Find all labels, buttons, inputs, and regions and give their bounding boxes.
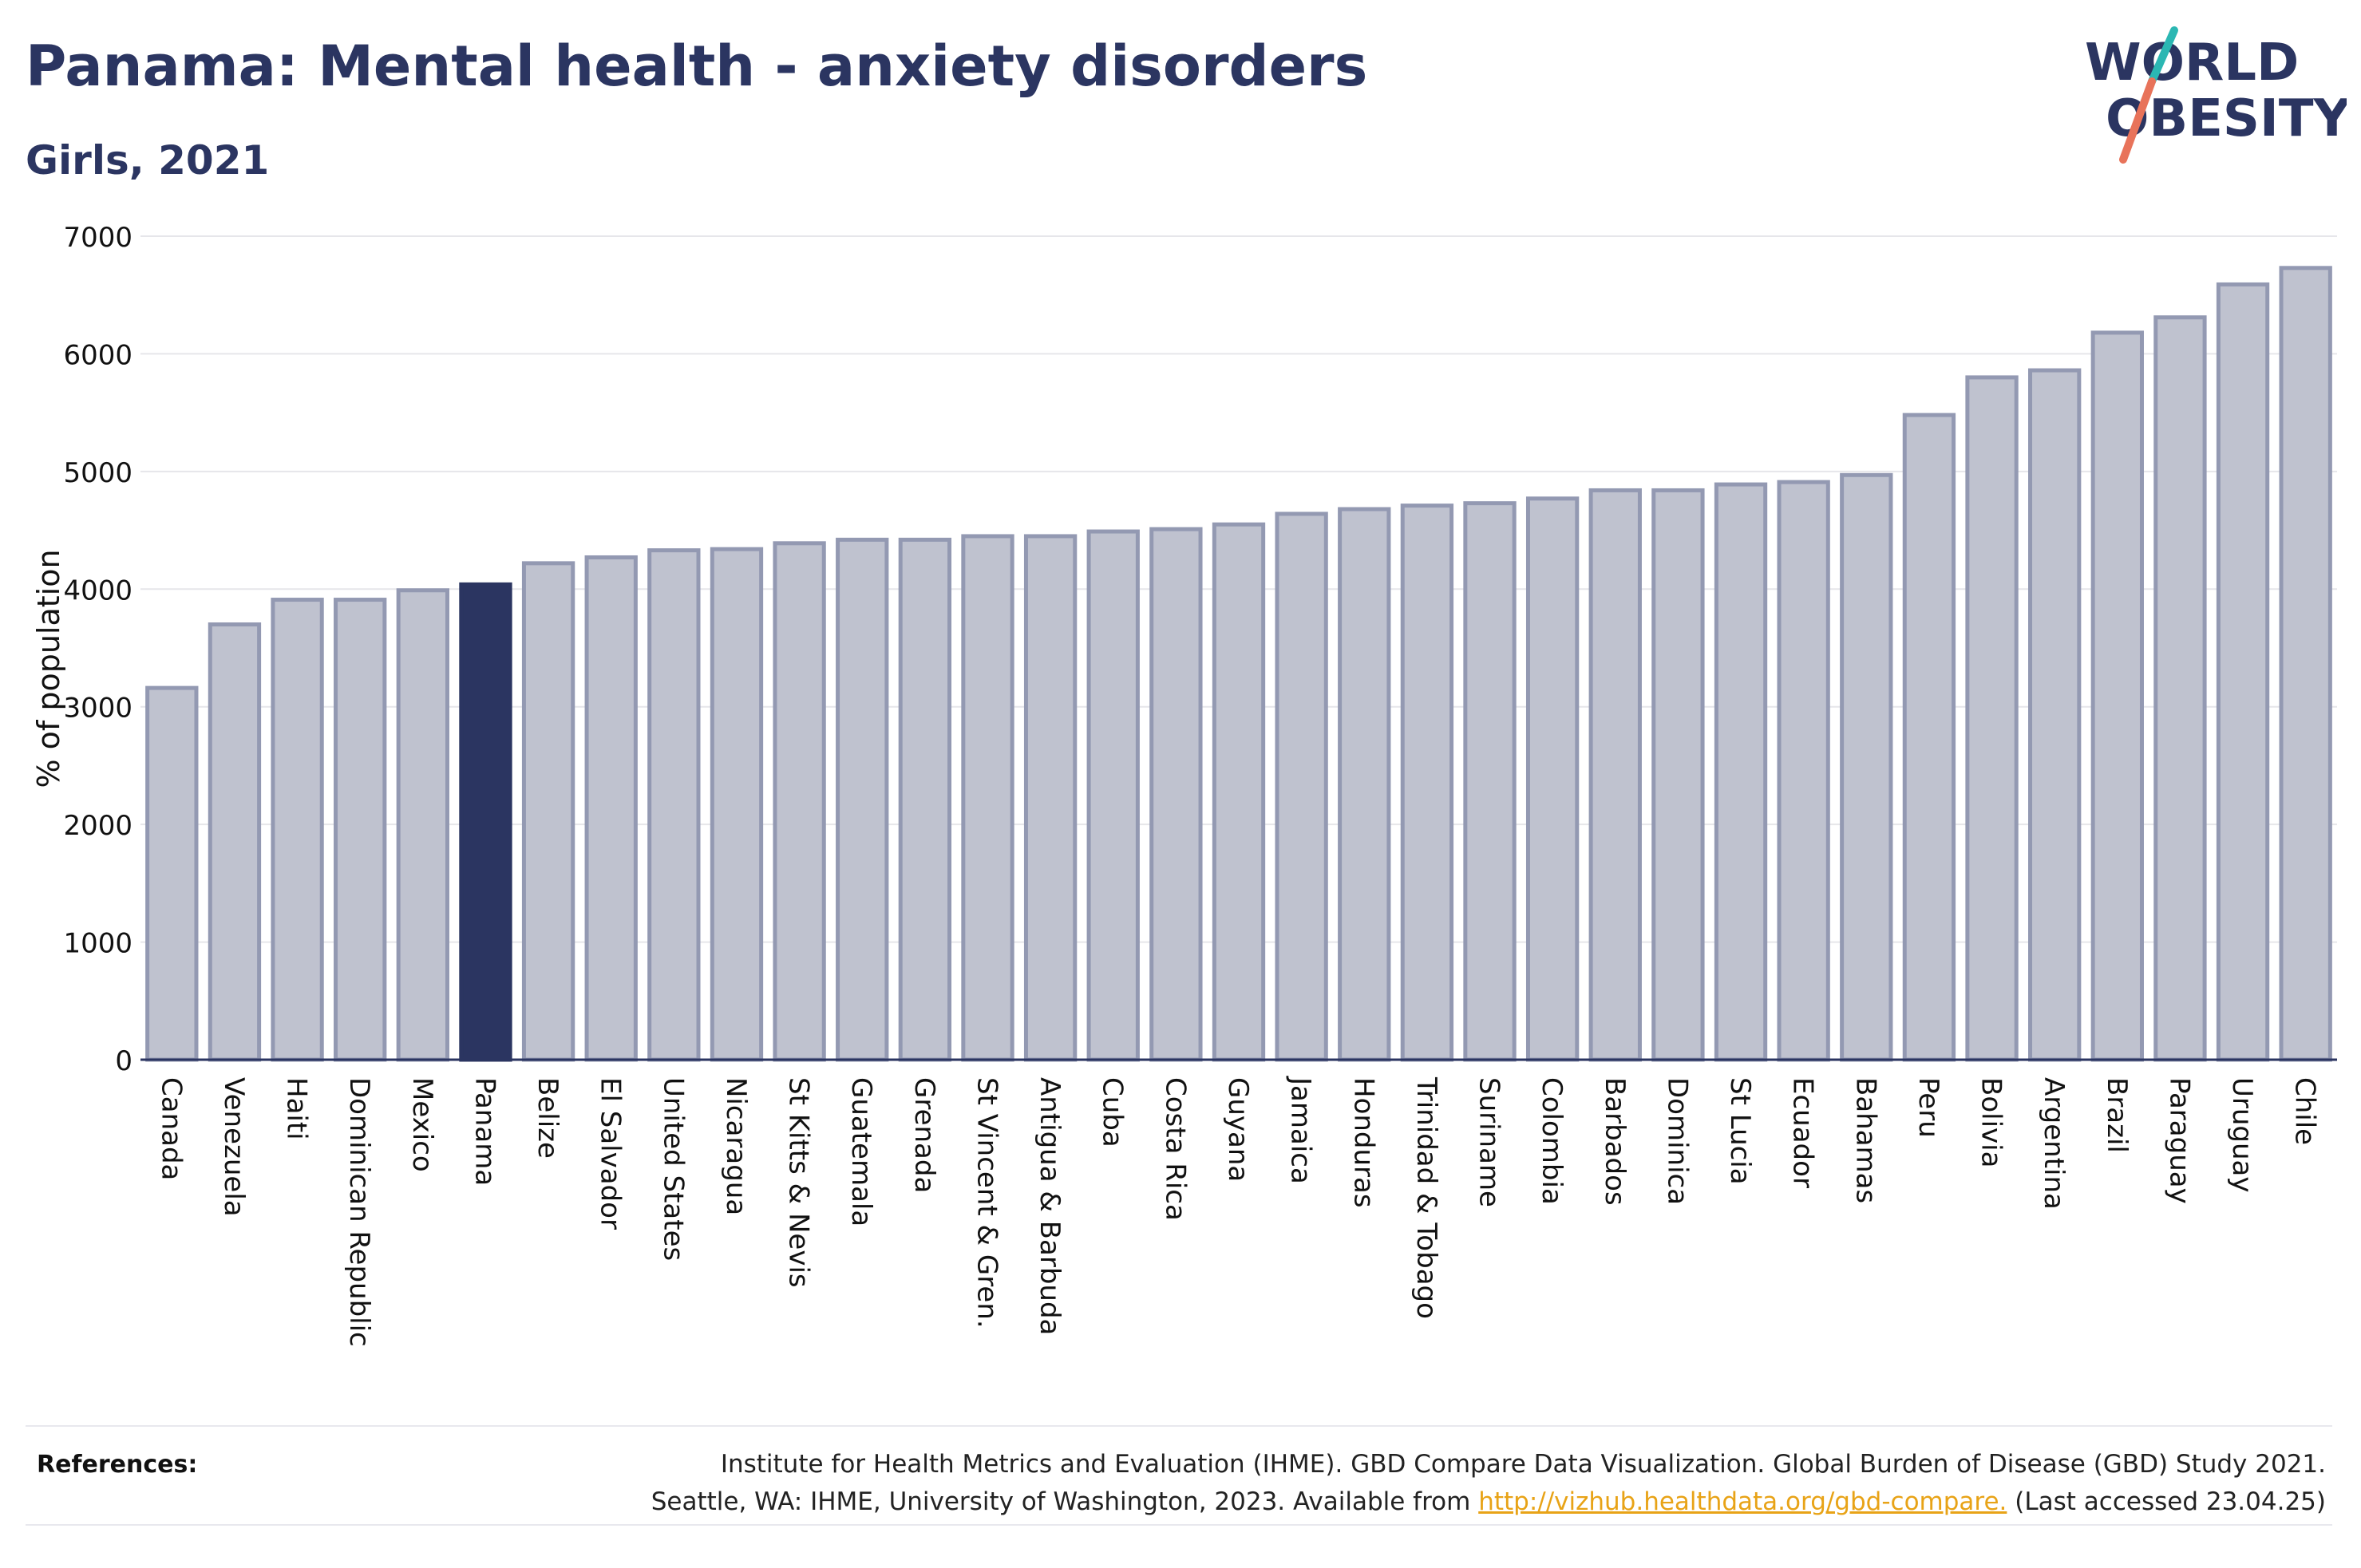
- references-line2: Seattle, WA: IHME, University of Washing…: [490, 1483, 2326, 1521]
- references-line1: Institute for Health Metrics and Evaluat…: [720, 1450, 2326, 1479]
- bar-united-states: [647, 548, 701, 1062]
- x-tick-label: Panama: [469, 1077, 500, 1186]
- bar-cuba: [1086, 529, 1140, 1062]
- bar-mexico: [396, 588, 449, 1062]
- references-text: Institute for Health Metrics and Evaluat…: [490, 1446, 2326, 1521]
- x-tick-label: Grenada: [908, 1077, 940, 1193]
- bar-paraguay: [2153, 315, 2207, 1062]
- bar-panama: [459, 582, 512, 1062]
- bar-argentina: [2028, 368, 2082, 1062]
- references-line2-suffix: (Last accessed 23.04.25): [2007, 1487, 2326, 1516]
- bar-honduras: [1338, 507, 1391, 1062]
- bar-brazil: [2090, 330, 2144, 1062]
- bar-ecuador: [1777, 480, 1830, 1062]
- y-tick-label: 6000: [63, 339, 132, 371]
- bar-st-kitts-nevis: [773, 541, 826, 1062]
- x-tick-label: Antigua & Barbuda: [1034, 1077, 1066, 1335]
- y-axis-ticks: 0 1000 2000 3000 4000 5000 6000 7000: [63, 222, 132, 1077]
- x-tick-label: St Vincent & Gren.: [971, 1077, 1003, 1329]
- x-tick-label: Venezuela: [218, 1077, 250, 1217]
- bar-grenada: [898, 537, 952, 1062]
- bar-uruguay: [2216, 282, 2270, 1062]
- x-tick-label: Canada: [155, 1077, 187, 1180]
- bar-costa-rica: [1149, 527, 1203, 1062]
- bar-nicaragua: [710, 547, 764, 1062]
- logo-slash-teal: [2148, 26, 2178, 85]
- x-tick-label: United States: [657, 1077, 689, 1261]
- references-bottom-rule: [26, 1524, 2332, 1526]
- logo-slash-coral: [2119, 77, 2156, 164]
- bar-trinidad-tobago: [1400, 504, 1454, 1062]
- references-top-rule: [26, 1425, 2332, 1427]
- bar-jamaica: [1275, 511, 1328, 1062]
- logo-line1: WORLD: [2085, 34, 2299, 93]
- references-line2-prefix: Seattle, WA: IHME, University of Washing…: [651, 1487, 1479, 1516]
- bar-peru: [1902, 413, 1956, 1062]
- x-tick-label: Chile: [2289, 1077, 2321, 1145]
- world-obesity-logo: WORLD OBESITY: [2085, 26, 2347, 164]
- x-tick-label: Cuba: [1097, 1077, 1129, 1147]
- x-tick-label: Ecuador: [1787, 1077, 1819, 1188]
- y-tick-label: 1000: [63, 928, 132, 960]
- x-tick-label: El Salvador: [595, 1077, 627, 1230]
- x-tick-label: Dominican Republic: [343, 1077, 375, 1347]
- x-tick-label: Bolivia: [1975, 1077, 2007, 1167]
- bar-st-vincent-gren: [961, 534, 1014, 1062]
- bar-bolivia: [1965, 375, 2019, 1062]
- x-tick-label: Dominica: [1661, 1077, 1693, 1205]
- x-tick-label: Barbados: [1599, 1077, 1631, 1206]
- bars: [145, 266, 2332, 1062]
- bar-canada: [145, 685, 199, 1062]
- x-tick-label: Jamaica: [1285, 1076, 1317, 1184]
- x-tick-label: Honduras: [1347, 1077, 1379, 1208]
- bar-suriname: [1463, 501, 1517, 1062]
- y-tick-label: 7000: [63, 222, 132, 254]
- x-tick-label: Paraguay: [2163, 1077, 2195, 1204]
- x-tick-label: Guyana: [1222, 1077, 1254, 1182]
- y-tick-label: 3000: [63, 693, 132, 725]
- bar-guyana: [1212, 522, 1266, 1062]
- x-tick-label: Mexico: [406, 1077, 438, 1172]
- bar-haiti: [271, 598, 324, 1062]
- bar-venezuela: [208, 622, 262, 1062]
- chart-subtitle: Girls, 2021: [26, 137, 270, 184]
- bar-belize: [521, 561, 575, 1062]
- x-tick-label: Uruguay: [2226, 1077, 2258, 1193]
- x-tick-label: Costa Rica: [1159, 1077, 1191, 1221]
- x-tick-label: Colombia: [1536, 1077, 1568, 1205]
- bar-st-lucia: [1714, 482, 1768, 1062]
- y-tick-label: 4000: [63, 575, 132, 606]
- bar-dominica: [1651, 488, 1705, 1062]
- y-tick-label: 5000: [63, 457, 132, 489]
- bar-antigua-barbuda: [1023, 534, 1078, 1062]
- x-tick-label: Bahamas: [1849, 1077, 1881, 1203]
- x-tick-label: Guatemala: [845, 1077, 877, 1226]
- bar-dominican-republic: [334, 598, 387, 1062]
- x-tick-label: Suriname: [1473, 1077, 1505, 1207]
- x-tick-label: St Kitts & Nevis: [783, 1077, 815, 1288]
- bar-colombia: [1525, 496, 1580, 1062]
- x-tick-label: Argentina: [2038, 1077, 2070, 1210]
- x-tick-label: Haiti: [281, 1077, 313, 1140]
- x-tick-label: St Lucia: [1724, 1077, 1756, 1185]
- bar-el-salvador: [584, 555, 638, 1062]
- references-link[interactable]: http://vizhub.healthdata.org/gbd-compare…: [1478, 1487, 2007, 1516]
- x-tick-label: Belize: [532, 1077, 564, 1159]
- chart-title: Panama: Mental health - anxiety disorder…: [26, 34, 1368, 99]
- bar-guatemala: [836, 537, 889, 1062]
- x-axis-ticks: Canada Venezuela Haiti Dominican Republic Me…: [155, 1076, 2320, 1347]
- x-tick-label: Brazil: [2101, 1077, 2133, 1153]
- x-tick-label: Nicaragua: [720, 1077, 752, 1215]
- y-tick-label: 0: [115, 1045, 132, 1077]
- bar-bahamas: [1840, 472, 1893, 1062]
- bar-barbados: [1588, 488, 1642, 1062]
- x-tick-label: Trinidad & Tobago: [1410, 1076, 1442, 1319]
- y-tick-label: 2000: [63, 810, 132, 842]
- x-tick-label: Peru: [1912, 1077, 1944, 1138]
- bar-chile: [2279, 266, 2332, 1062]
- y-axis-label: % of population: [31, 549, 66, 788]
- references-label: References:: [37, 1451, 198, 1479]
